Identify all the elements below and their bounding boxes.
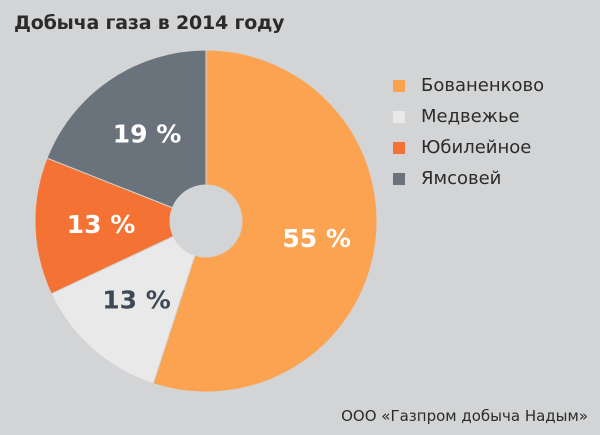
slice-1	[50, 235, 196, 385]
chart-title: Добыча газа в 2014 году	[14, 12, 285, 34]
legend-item-0: Бованенково	[393, 70, 544, 101]
legend-swatch-0	[393, 79, 405, 92]
legend-label-3: Ямсовей	[421, 168, 502, 189]
slice-3	[46, 49, 207, 209]
slice-label-0: 55 %	[282, 224, 351, 253]
slice-2	[34, 157, 175, 295]
legend-swatch-2	[393, 141, 405, 154]
slice-label-1: 13 %	[102, 285, 171, 314]
slice-label-3: 19 %	[113, 120, 182, 149]
legend-item-2: Юбилейное	[393, 132, 544, 163]
slice-label-2: 13 %	[67, 210, 136, 239]
source-note: ООО «Газпром добыча Надым»	[341, 407, 588, 425]
legend-label-0: Бованенково	[421, 75, 545, 96]
legend-label-2: Юбилейное	[421, 137, 532, 158]
legend-label-1: Медвежье	[421, 106, 520, 127]
legend-item-3: Ямсовей	[393, 163, 544, 194]
legend-item-1: Медвежье	[393, 101, 544, 132]
chart-legend: Бованенково Медвежье Юбилейное Ямсовей	[393, 70, 544, 194]
legend-swatch-1	[393, 110, 405, 123]
slice-0	[152, 49, 378, 393]
legend-swatch-3	[393, 172, 405, 185]
